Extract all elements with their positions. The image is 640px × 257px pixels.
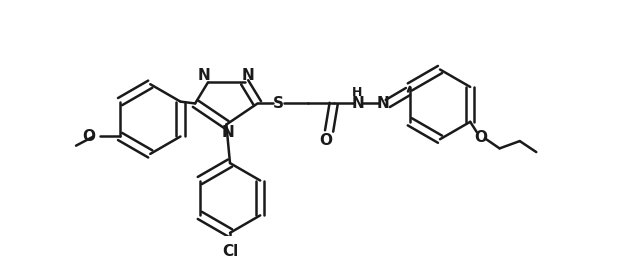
Text: Cl: Cl (222, 244, 238, 257)
Text: N: N (351, 96, 364, 111)
Text: N: N (377, 96, 390, 111)
Text: O: O (83, 129, 95, 144)
Text: O: O (475, 130, 488, 145)
Text: H: H (353, 86, 363, 99)
Text: N: N (242, 68, 255, 82)
Text: N: N (198, 68, 211, 82)
Text: S: S (273, 96, 284, 111)
Text: N: N (222, 125, 234, 140)
Text: O: O (319, 133, 332, 148)
